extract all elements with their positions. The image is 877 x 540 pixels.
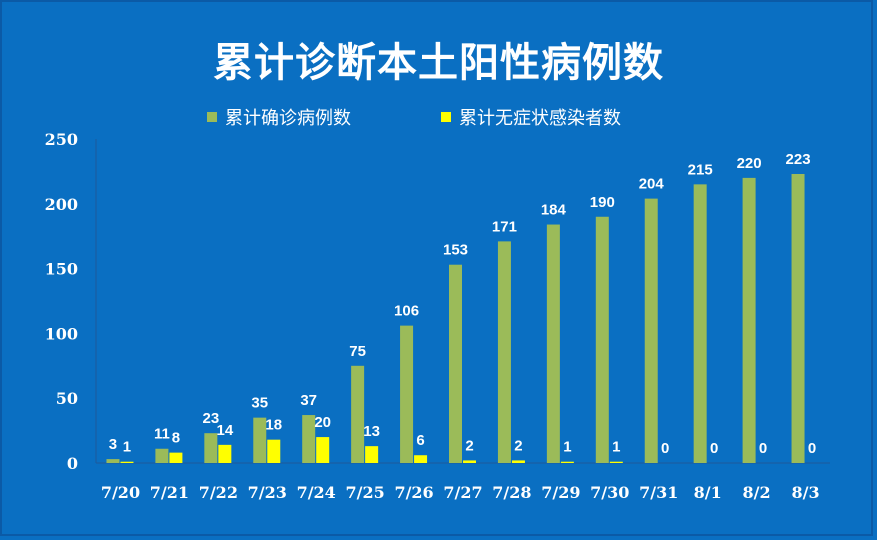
data-label-asymptomatic: 13 <box>363 423 380 440</box>
bar-confirmed <box>204 433 218 463</box>
x-tick-label: 7/26 <box>394 483 433 502</box>
data-label-confirmed: 153 <box>443 242 468 259</box>
data-label-confirmed: 204 <box>639 176 665 193</box>
legend: 累计确诊病例数 累计无症状感染者数 <box>0 104 877 130</box>
bar-confirmed <box>155 448 169 463</box>
data-label-asymptomatic: 1 <box>612 439 620 456</box>
bar-confirmed <box>106 459 120 463</box>
x-tick-label: 7/24 <box>297 483 336 502</box>
bar-confirmed <box>253 417 267 463</box>
y-tick-label: 150 <box>45 260 78 279</box>
y-tick-label: 50 <box>56 389 78 408</box>
data-label-confirmed: 11 <box>154 426 170 443</box>
bar-confirmed <box>693 184 707 464</box>
bar-confirmed <box>595 216 609 463</box>
x-tick-label: 7/23 <box>248 483 287 502</box>
data-label-asymptomatic: 2 <box>514 437 522 454</box>
legend-label-confirmed: 累计确诊病例数 <box>225 108 351 129</box>
data-label-asymptomatic: 14 <box>216 422 233 439</box>
x-tick-label: 7/31 <box>639 483 678 502</box>
bar-confirmed <box>449 264 462 463</box>
x-tick-label: 7/28 <box>492 483 531 502</box>
data-label-asymptomatic: 6 <box>416 432 424 449</box>
bar-asymptomatic <box>609 461 623 463</box>
data-label-asymptomatic: 0 <box>759 440 767 457</box>
bar-confirmed <box>302 415 316 463</box>
legend-item-asymptomatic: 累计无症状感染者数 <box>441 104 621 130</box>
data-label-asymptomatic: 0 <box>808 440 816 457</box>
data-label-confirmed: 220 <box>737 155 762 172</box>
legend-item-confirmed: 累计确诊病例数 <box>207 104 351 130</box>
bar-asymptomatic <box>365 446 379 463</box>
data-label-asymptomatic: 2 <box>465 437 473 454</box>
x-tick-label: 7/25 <box>346 483 385 502</box>
data-label-asymptomatic: 0 <box>661 440 669 457</box>
x-tick-label: 7/27 <box>443 483 482 502</box>
y-tick-label: 100 <box>45 324 78 343</box>
bar-asymptomatic <box>218 444 232 463</box>
bar-confirmed <box>791 173 805 463</box>
x-tick-label: 8/3 <box>791 483 819 502</box>
bar-confirmed <box>546 224 560 463</box>
data-label-asymptomatic: 1 <box>563 439 571 456</box>
bar-confirmed <box>742 177 756 463</box>
data-label-asymptomatic: 20 <box>314 414 331 431</box>
bar-confirmed <box>644 198 658 463</box>
x-tick-label: 8/2 <box>743 483 771 502</box>
legend-swatch-asymptomatic <box>441 112 451 122</box>
data-label-confirmed: 106 <box>394 303 419 320</box>
bar-asymptomatic <box>463 460 476 463</box>
bar-asymptomatic <box>414 455 428 463</box>
bar-asymptomatic <box>511 460 525 463</box>
x-tick-label: 7/20 <box>101 483 140 502</box>
data-label-confirmed: 215 <box>688 161 713 178</box>
data-label-asymptomatic: 18 <box>265 417 282 434</box>
data-label-confirmed: 190 <box>590 194 615 211</box>
x-tick-label: 7/30 <box>590 483 629 502</box>
data-label-confirmed: 3 <box>109 436 117 453</box>
data-label-confirmed: 37 <box>300 392 317 409</box>
legend-swatch-confirmed <box>207 112 217 122</box>
bar-asymptomatic <box>169 452 183 463</box>
x-tick-label: 8/1 <box>694 483 722 502</box>
x-tick-label: 7/22 <box>199 483 238 502</box>
y-tick-label: 200 <box>45 195 78 214</box>
bar-confirmed <box>351 365 365 463</box>
data-label-asymptomatic: 8 <box>172 430 180 447</box>
data-label-confirmed: 184 <box>541 202 567 219</box>
legend-label-asymptomatic: 累计无症状感染者数 <box>459 108 621 129</box>
bar-confirmed <box>497 241 511 463</box>
x-tick-label: 7/21 <box>150 483 189 502</box>
data-label-asymptomatic: 0 <box>710 440 718 457</box>
data-label-confirmed: 171 <box>492 218 517 235</box>
y-tick-label: 250 <box>45 130 78 149</box>
x-tick-label: 7/29 <box>541 483 580 502</box>
data-label-asymptomatic: 1 <box>123 439 131 456</box>
data-label-confirmed: 35 <box>251 395 268 412</box>
data-label-confirmed: 223 <box>786 151 811 168</box>
chart-title: 累计诊断本土阳性病例数 <box>213 40 664 86</box>
data-label-confirmed: 75 <box>349 343 366 360</box>
bar-asymptomatic <box>316 437 330 463</box>
bar-asymptomatic <box>267 439 281 463</box>
bar-asymptomatic <box>560 461 574 463</box>
bar-asymptomatic <box>120 461 134 463</box>
data-label-confirmed: 23 <box>202 410 219 427</box>
bar-confirmed <box>400 325 414 463</box>
y-tick-label: 0 <box>67 454 78 473</box>
